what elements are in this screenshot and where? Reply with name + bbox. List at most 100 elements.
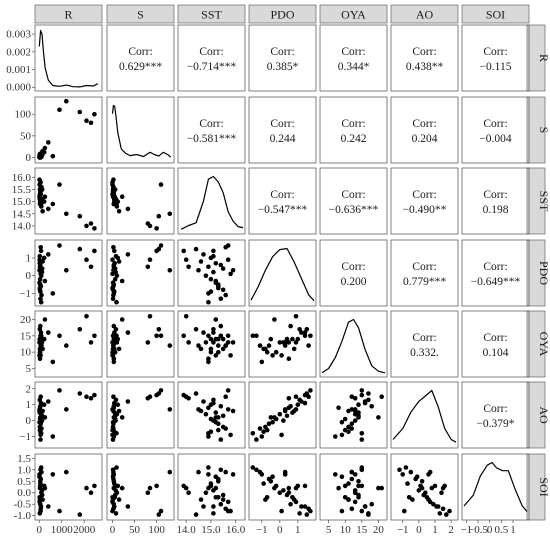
y-tick-label-soi: 1.5	[17, 453, 31, 465]
scatter-point	[225, 243, 231, 248]
panel-r-ao	[390, 24, 459, 92]
y-tick-label-s: 100	[15, 109, 32, 121]
scatter-point	[111, 323, 117, 329]
scatter-point	[77, 109, 83, 115]
scatter-point	[64, 268, 69, 273]
column-strip-sst	[177, 4, 246, 24]
panel-sst-sst	[177, 167, 246, 235]
scatter-soi-vs-oya	[333, 465, 385, 517]
corr-label: Corr:	[341, 189, 365, 201]
scatter-point	[356, 483, 361, 489]
scatter-point	[356, 413, 361, 419]
scatter-point	[211, 418, 216, 423]
x-tick-label-soi: 0	[487, 524, 493, 536]
scatter-point	[111, 245, 116, 250]
corr-label: Corr:	[412, 118, 436, 130]
scatter-point	[37, 285, 43, 291]
scatter-point	[379, 485, 385, 491]
scatter-point	[286, 356, 292, 362]
corr-label: Corr:	[128, 46, 152, 58]
scatter-point	[349, 476, 355, 482]
scatter-point	[125, 206, 131, 212]
row-label-r: R	[537, 54, 550, 62]
scatter-point	[213, 261, 219, 266]
scatter-point	[84, 394, 89, 400]
scatter-point	[346, 481, 351, 486]
x-tick-label-ao: 1	[432, 524, 438, 536]
y-tick-label-ao: 0	[26, 415, 32, 427]
panel-oya-oya	[319, 310, 388, 378]
scatter-point	[211, 511, 216, 516]
scatter-point	[293, 314, 299, 319]
x-tick-label-s: 100	[148, 524, 165, 536]
x-tick-label-soi: 1	[510, 524, 516, 536]
scatter-point	[261, 429, 266, 435]
panel-soi-soi	[461, 453, 530, 521]
scatter-point	[288, 501, 293, 507]
scatter-point	[113, 340, 118, 345]
scatter-sst-vs-r	[37, 177, 97, 231]
y-tick-label-s: 0	[26, 152, 32, 164]
scatter-point	[38, 333, 44, 339]
scatter-point	[218, 467, 224, 473]
panel-s-soi	[461, 96, 530, 164]
scatter-point	[125, 252, 131, 257]
scatter-point	[92, 392, 97, 398]
scatter-point	[259, 434, 265, 439]
corr-value-sst-pdo: −0.547***	[258, 204, 308, 216]
scatter-point	[119, 194, 125, 199]
scatter-point	[264, 427, 270, 433]
scatter-point	[39, 340, 45, 345]
x-tick-label-sst: 16.0	[226, 524, 246, 536]
panel-r-oya	[319, 24, 388, 92]
y-tick-label-sst: 15.5	[12, 184, 32, 196]
panel-sst-pdo	[248, 167, 317, 235]
scatter-point	[198, 346, 204, 352]
scatter-point	[431, 501, 436, 507]
y-tick-label-s: 50	[20, 130, 32, 142]
scatter-point	[38, 248, 44, 254]
scatter-point	[369, 501, 375, 507]
panel-soi-pdo	[248, 453, 317, 521]
scatter-point	[88, 221, 94, 226]
scatter-point	[302, 504, 308, 509]
scatter-point	[218, 437, 224, 442]
scatter-point	[84, 257, 89, 263]
corr-value-s-oya: 0.242	[341, 133, 367, 145]
scatter-point	[38, 296, 43, 302]
scatter-point	[111, 404, 117, 409]
scatter-point	[288, 323, 293, 329]
scatter-point	[113, 269, 118, 275]
scatter-point	[115, 483, 121, 489]
scatter-point	[41, 402, 47, 408]
scatter-point	[228, 271, 233, 277]
scatter-point	[405, 481, 410, 486]
scatter-point	[211, 248, 216, 254]
panel-oya-pdo	[248, 310, 317, 378]
scatter-point	[112, 276, 118, 282]
scatter-point	[41, 199, 47, 204]
density-curve-sst	[180, 175, 244, 230]
scatter-point	[154, 333, 159, 339]
panel-soi-ao	[390, 453, 459, 521]
scatter-point	[208, 402, 214, 408]
scatter-point	[38, 506, 43, 512]
scatter-point	[113, 511, 119, 516]
corr-label: Corr:	[412, 189, 436, 201]
scatter-point	[349, 426, 355, 431]
corr-value-s-sst: −0.581***	[187, 133, 237, 145]
corr-value-r-soi: −0.115	[480, 61, 512, 73]
scatter-point	[183, 314, 189, 319]
scatter-point	[64, 98, 69, 104]
scatter-point	[88, 264, 94, 270]
scatter-point	[110, 495, 115, 500]
scatter-point	[115, 336, 121, 342]
scatter-point	[181, 333, 186, 339]
scatter-point	[250, 465, 256, 470]
scatter-point	[37, 349, 43, 355]
x-tick-label-oya: 10	[340, 524, 352, 536]
scatter-point	[156, 512, 162, 517]
y-tick-label-r: 0.000	[6, 82, 31, 94]
scatter-point	[39, 266, 45, 271]
scatter-point	[84, 485, 89, 491]
